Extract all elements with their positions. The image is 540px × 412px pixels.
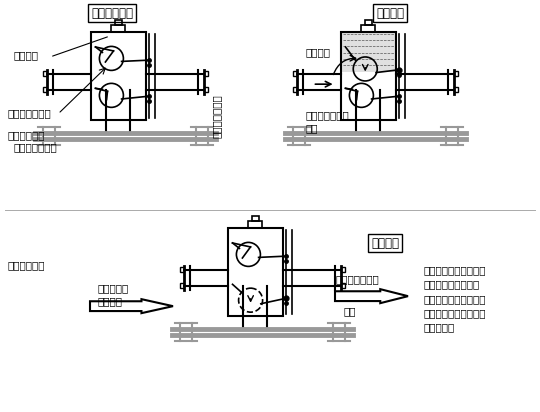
- Text: 平常運転状態: 平常運転状態: [91, 7, 133, 19]
- Text: ガス溜室: ガス溜室: [14, 50, 39, 60]
- Text: 重故障時は変圧器本体
からの急激な油流に
よって浮子が押し下げ
られてトリップ回路を
構成する。: 重故障時は変圧器本体 からの急激な油流に よって浮子が押し下げ られてトリップ回…: [423, 265, 485, 332]
- Text: 軽故障検出浮子: 軽故障検出浮子: [8, 108, 52, 118]
- Bar: [43, 71, 46, 76]
- Text: コンサベータへ: コンサベータへ: [335, 274, 379, 284]
- Bar: [341, 33, 395, 72]
- Bar: [364, 20, 372, 25]
- Bar: [341, 267, 345, 272]
- Text: 変圧器本体側: 変圧器本体側: [8, 130, 45, 140]
- Bar: [293, 71, 296, 76]
- Bar: [179, 267, 184, 272]
- Text: コンサベータ側: コンサベータ側: [212, 94, 221, 138]
- Bar: [43, 87, 46, 92]
- Bar: [293, 87, 296, 92]
- Bar: [248, 221, 262, 228]
- Bar: [179, 283, 184, 288]
- Bar: [454, 71, 457, 76]
- Text: 内部事故に
よる油流: 内部事故に よる油流: [98, 283, 129, 307]
- Text: 軽故障時: 軽故障時: [376, 7, 404, 19]
- Text: 変圧器本体側: 変圧器本体側: [8, 260, 45, 270]
- Bar: [114, 20, 122, 25]
- Bar: [204, 71, 207, 76]
- Bar: [91, 32, 145, 120]
- Bar: [454, 87, 457, 92]
- Bar: [361, 25, 375, 32]
- Text: 油流: 油流: [344, 306, 356, 316]
- Bar: [111, 25, 125, 32]
- Bar: [204, 87, 207, 92]
- Bar: [252, 216, 259, 221]
- Text: 重故障時: 重故障時: [371, 236, 399, 250]
- Text: 重故障検出浮子: 重故障検出浮子: [14, 142, 58, 152]
- Bar: [227, 228, 282, 316]
- Text: ガス抜栓: ガス抜栓: [305, 47, 330, 57]
- Bar: [341, 32, 395, 120]
- Bar: [341, 283, 345, 288]
- Text: 変圧器内部発生
ガス: 変圧器内部発生 ガス: [305, 110, 349, 133]
